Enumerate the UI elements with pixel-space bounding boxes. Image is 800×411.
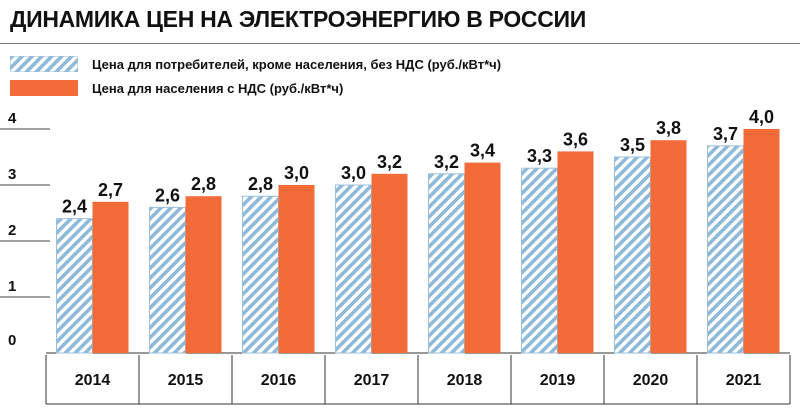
x-tick-label: 2015 (168, 372, 204, 389)
y-tick-label: 2 (8, 222, 16, 239)
legend-swatch-non-residential (10, 56, 78, 72)
bar-value-label: 4,0 (749, 107, 774, 127)
bar-residential (92, 201, 129, 353)
bar-non-residential (521, 167, 558, 354)
bar-non-residential (242, 195, 279, 354)
bar-value-label: 3,2 (377, 152, 402, 172)
legend-label-residential: Цена для населения с НДС (руб./кВт*ч) (92, 80, 344, 96)
x-tick-label: 2019 (540, 372, 576, 389)
bar-value-label: 2,8 (191, 174, 216, 194)
legend-item-residential: Цена для населения с НДС (руб./кВт*ч) (10, 78, 343, 98)
bar-residential (185, 196, 222, 353)
bar-residential (464, 162, 501, 353)
x-tick-label: 2014 (75, 372, 111, 389)
legend-swatch-residential (10, 80, 78, 96)
y-tick-label: 0 (8, 332, 16, 349)
x-tick-label: 2021 (726, 372, 762, 389)
bar-value-label: 2,7 (98, 180, 123, 200)
bar-value-label: 2,6 (155, 185, 180, 205)
bar-value-label: 3,7 (713, 124, 738, 144)
y-tick-label: 3 (8, 166, 16, 183)
bar-non-residential (428, 173, 465, 354)
bar-value-label: 2,4 (62, 197, 87, 217)
legend-item-non-residential: Цена для потребителей, кроме населения, … (10, 54, 501, 74)
bar-value-label: 3,0 (284, 163, 309, 183)
bar-non-residential (335, 184, 372, 354)
bar-residential (278, 185, 315, 353)
x-tick-label: 2017 (354, 372, 390, 389)
x-tick-label: 2020 (633, 372, 669, 389)
bar-value-label: 3,6 (563, 129, 588, 149)
x-tick-label: 2016 (261, 372, 297, 389)
chart-title: ДИНАМИКА ЦЕН НА ЭЛЕКТРОЭНЕРГИЮ В РОССИИ (10, 6, 587, 32)
title-divider (0, 43, 800, 44)
legend-label-non-residential: Цена для потребителей, кроме населения, … (92, 56, 502, 72)
bar-value-label: 3,0 (341, 163, 366, 183)
bar-non-residential (614, 156, 651, 354)
bar-residential (557, 151, 594, 353)
bar-value-label: 3,4 (470, 141, 495, 161)
x-tick-label: 2018 (447, 372, 483, 389)
bar-residential (650, 140, 687, 353)
bar-value-label: 3,8 (656, 118, 681, 138)
bar-residential (743, 129, 780, 353)
bar-non-residential (56, 218, 93, 354)
bar-value-label: 3,2 (434, 152, 459, 172)
bar-value-label: 2,8 (248, 174, 273, 194)
bar-residential (371, 173, 408, 353)
y-tick-label: 1 (8, 278, 16, 295)
y-tick-label: 4 (8, 110, 17, 127)
bar-value-label: 3,3 (527, 146, 552, 166)
bar-non-residential (707, 145, 744, 354)
bar-non-residential (149, 206, 186, 354)
bar-value-label: 3,5 (620, 135, 645, 155)
